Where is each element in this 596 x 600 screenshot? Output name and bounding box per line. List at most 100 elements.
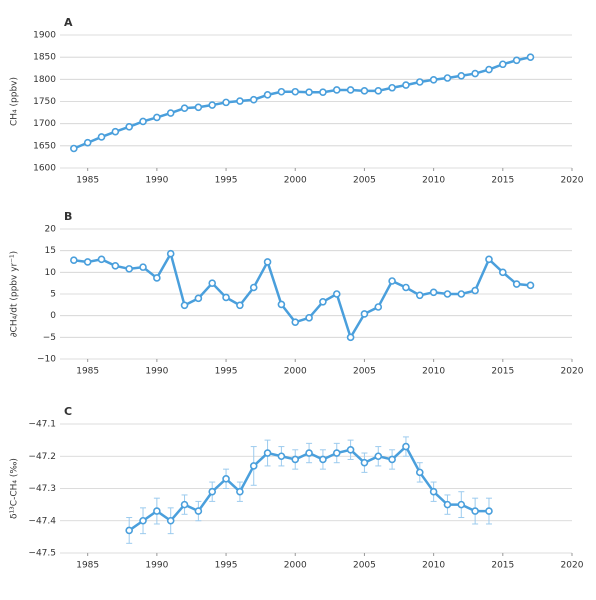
data-point	[153, 507, 161, 515]
data-point	[180, 500, 189, 509]
y-tick-label: 20	[45, 225, 57, 235]
data-point	[471, 507, 479, 515]
y-tick-label: −47.3	[28, 484, 56, 494]
data-point	[166, 516, 175, 525]
data-point	[443, 74, 452, 82]
x-tick-label: 2015	[491, 176, 514, 186]
y-axis-label: ∂CH₄/dt (ppbv yr⁻¹)	[10, 251, 20, 337]
data-point	[291, 87, 300, 96]
data-point	[457, 71, 466, 80]
data-point	[374, 87, 383, 95]
data-point	[277, 300, 286, 309]
data-point	[70, 144, 78, 153]
y-tick-label: 1600	[33, 164, 56, 174]
data-point	[236, 97, 244, 105]
x-tick-label: 2020	[561, 176, 584, 186]
data-point	[97, 255, 106, 264]
x-tick-label: 2010	[422, 561, 445, 571]
data-point	[388, 277, 396, 285]
data-point	[319, 88, 327, 96]
data-point	[249, 95, 258, 104]
data-point	[512, 56, 521, 65]
data-point	[222, 293, 230, 302]
data-point	[83, 258, 92, 266]
data-point	[360, 310, 369, 318]
data-line	[73, 250, 531, 341]
data-point	[125, 526, 133, 535]
data-point	[457, 500, 466, 509]
x-tick-label: 1990	[145, 176, 168, 186]
data-point	[236, 487, 244, 496]
data-point	[360, 87, 369, 95]
data-point	[485, 255, 493, 264]
data-point	[346, 445, 355, 454]
x-tick-label: 2000	[284, 561, 307, 571]
y-tick-label: 0	[50, 311, 56, 321]
data-point	[208, 279, 217, 287]
data-point	[291, 455, 300, 464]
data-point	[263, 91, 272, 99]
x-tick-label: 2015	[491, 561, 514, 571]
data-point	[429, 75, 438, 84]
data-point	[374, 452, 383, 461]
data-point	[360, 458, 369, 467]
x-tick-label: 2010	[422, 367, 445, 377]
data-point	[139, 516, 147, 525]
data-point	[194, 294, 203, 303]
x-tick-label: 2005	[353, 176, 376, 186]
data-point	[153, 113, 161, 122]
data-point	[332, 86, 341, 94]
data-point	[402, 81, 410, 89]
y-tick-label: −5	[43, 333, 56, 343]
data-point	[346, 333, 355, 342]
y-axis-label: CH₄ (ppbv)	[10, 77, 20, 126]
data-point	[415, 468, 424, 477]
y-tick-label: 5	[50, 290, 56, 300]
y-tick-label: 10	[45, 268, 57, 278]
x-tick-label: 1990	[145, 561, 168, 571]
data-point	[249, 283, 258, 292]
y-tick-label: 1750	[33, 97, 56, 107]
data-point	[332, 290, 341, 298]
y-tick-label: 15	[45, 246, 56, 256]
data-point	[443, 290, 452, 298]
y-tick-label: 1650	[33, 141, 56, 151]
data-point	[485, 507, 493, 515]
y-tick-label: −47.1	[28, 420, 56, 430]
data-point	[374, 303, 383, 311]
data-point	[402, 442, 410, 451]
y-tick-label: 1700	[33, 119, 56, 129]
data-point	[346, 86, 355, 94]
data-point	[153, 274, 161, 282]
x-tick-label: 1985	[76, 561, 99, 571]
data-point	[166, 249, 175, 258]
data-point	[443, 500, 452, 509]
data-point	[125, 122, 133, 131]
x-tick-label: 2000	[284, 176, 307, 186]
data-point	[194, 103, 203, 112]
data-point	[236, 301, 244, 310]
data-point	[305, 88, 313, 96]
data-point	[111, 127, 120, 136]
data-point	[208, 101, 217, 109]
data-point	[305, 314, 313, 322]
data-point	[263, 258, 272, 266]
y-tick-label: −47.4	[28, 516, 56, 526]
data-point	[526, 53, 535, 61]
data-point	[208, 487, 217, 496]
panel-title: A	[64, 16, 73, 29]
data-point	[111, 262, 120, 270]
x-tick-label: 1990	[145, 367, 168, 377]
x-tick-label: 2020	[561, 367, 584, 377]
data-point	[471, 69, 479, 78]
x-tick-label: 2010	[422, 176, 445, 186]
x-tick-label: 1995	[215, 176, 238, 186]
data-point	[97, 133, 106, 141]
x-tick-label: 2020	[561, 561, 584, 571]
data-point	[526, 281, 535, 290]
data-point	[277, 452, 286, 461]
data-point	[402, 283, 410, 292]
data-point	[222, 98, 230, 107]
y-tick-label: 1900	[33, 31, 56, 41]
data-point	[166, 109, 175, 117]
